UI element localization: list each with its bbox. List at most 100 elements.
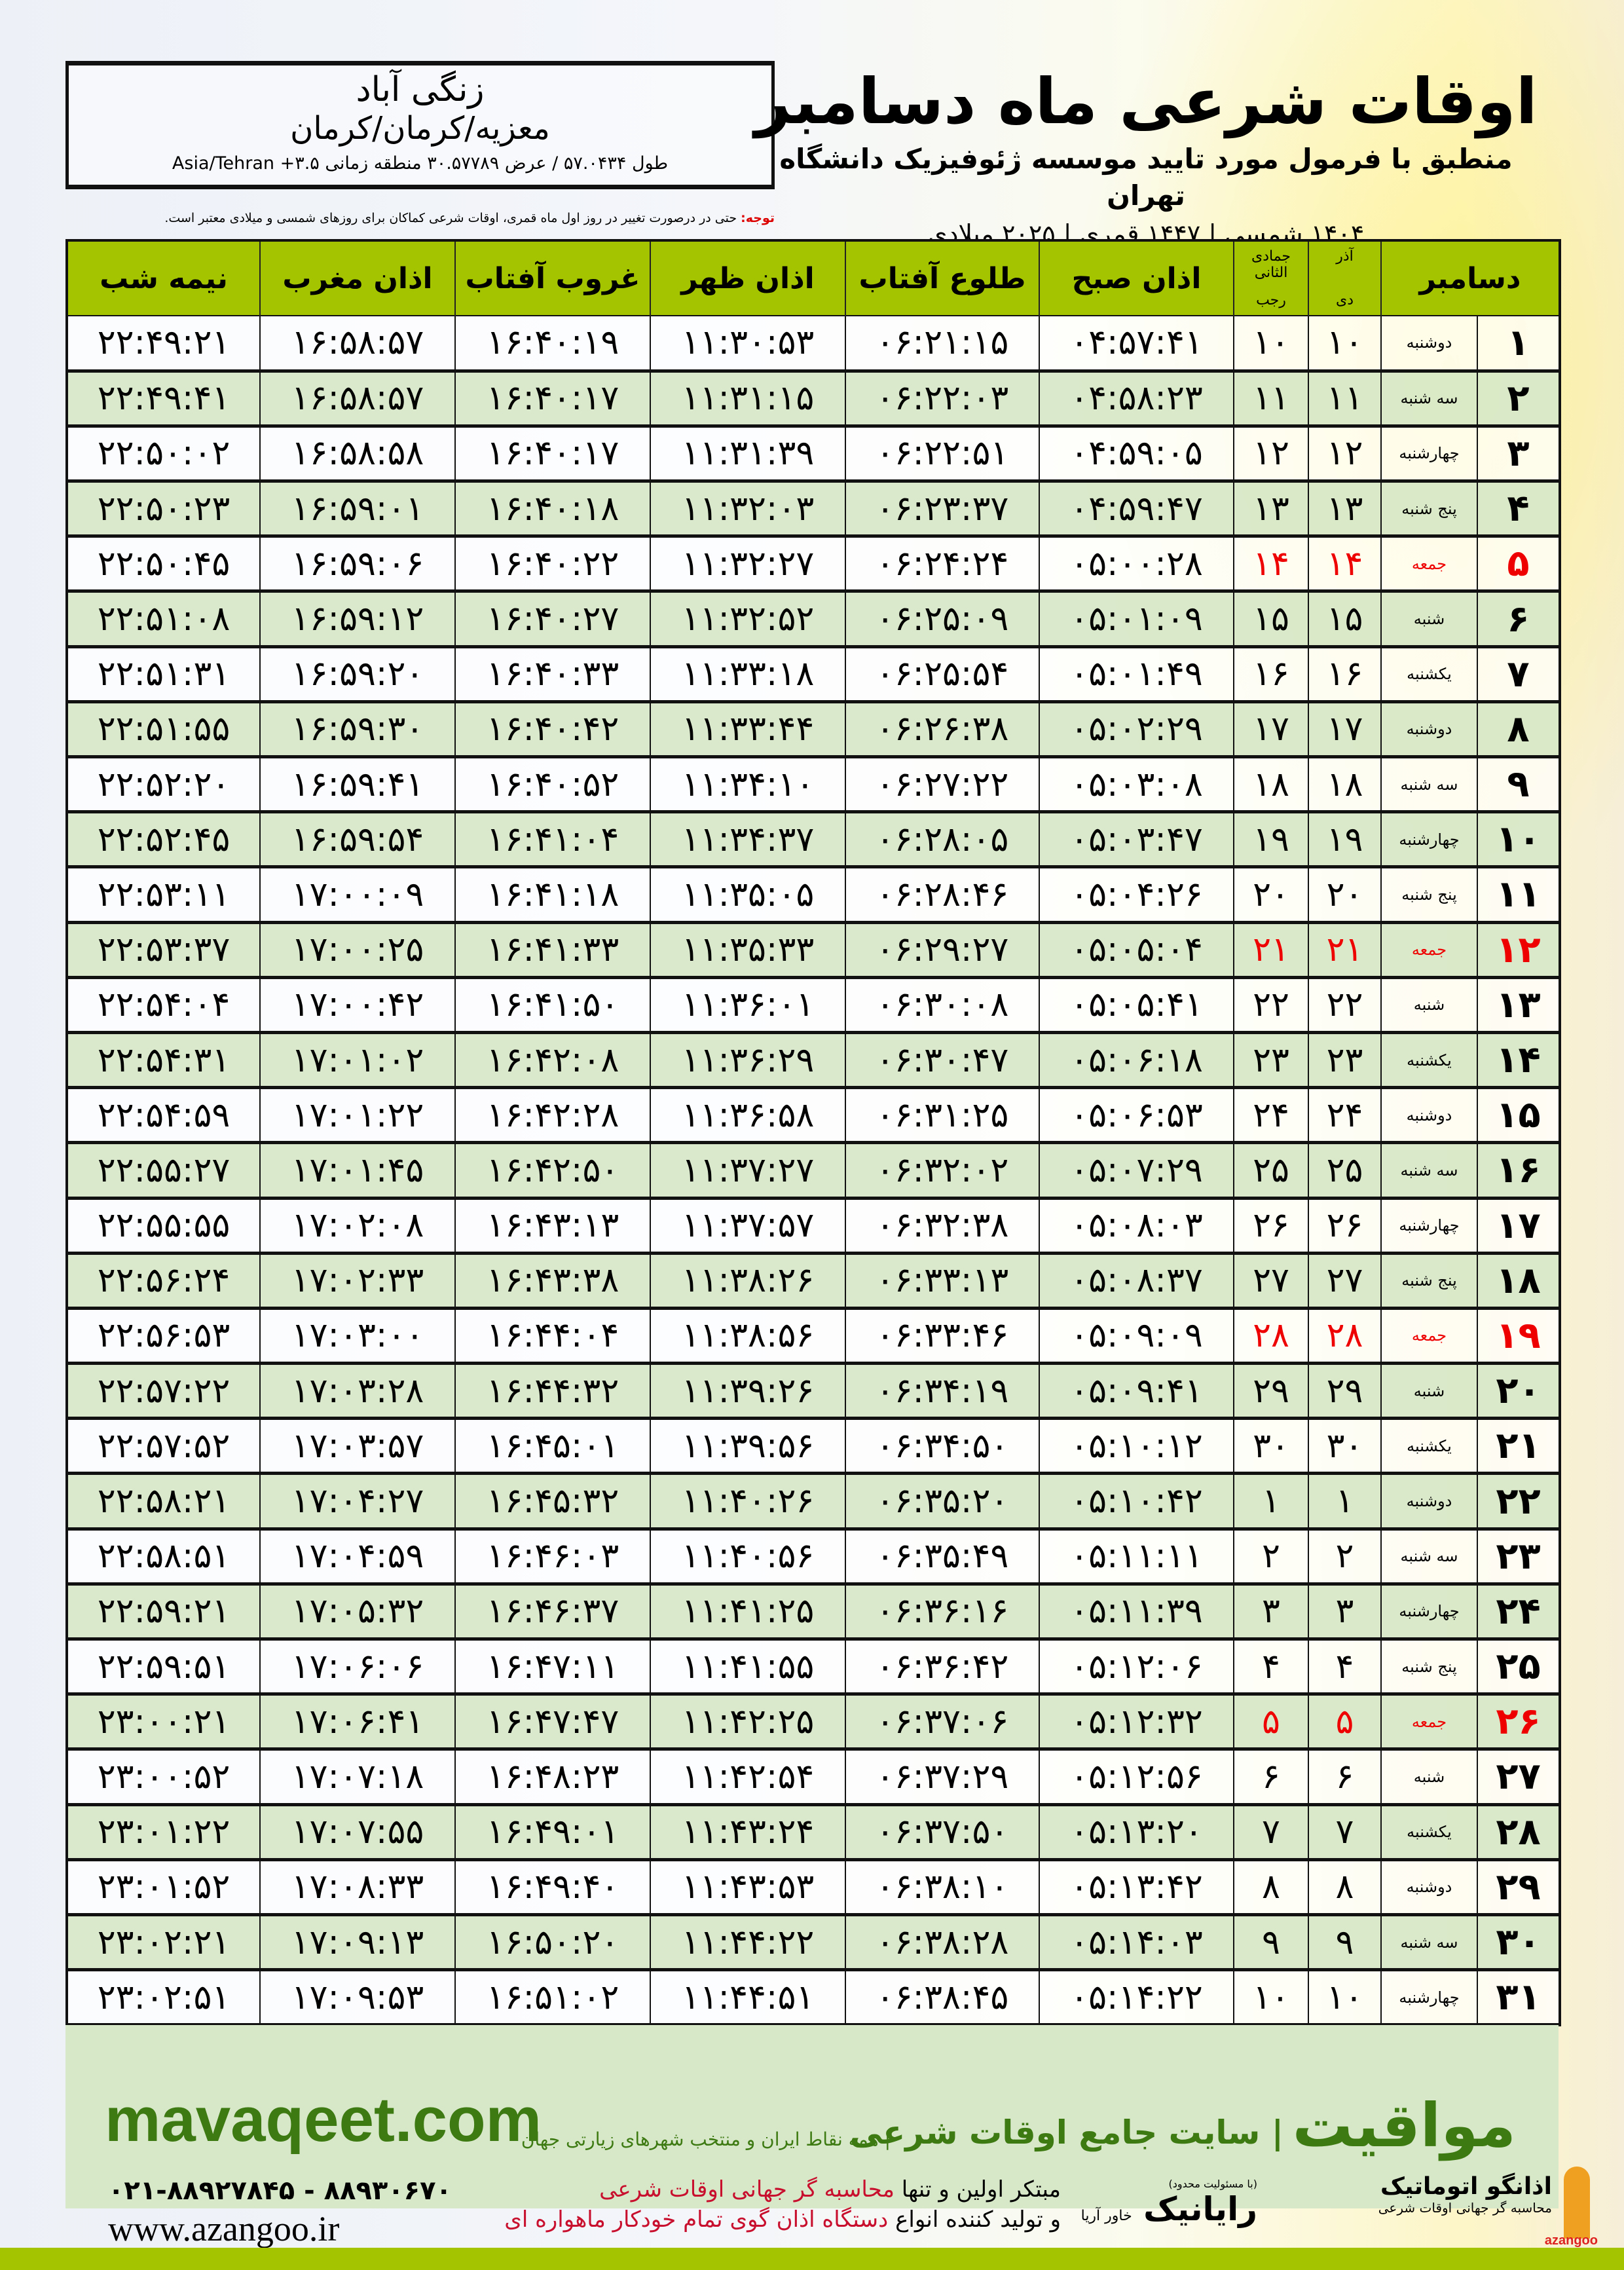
midnight-time: ۲۳:۰۰:۲۱ (66, 1693, 261, 1751)
lunar-day: ۲۷ (1233, 1252, 1309, 1310)
dhuhr-time: ۱۱:۴۳:۵۳ (650, 1859, 846, 1916)
table-row: ۲۲ دوشنبه ۱ ۱ ۰۵:۱۰:۴۲ ۰۶:۳۵:۲۰ ۱۱:۴۰:۲۶ ۱۶:۴۵:… (66, 1472, 1561, 1531)
lunar-day: ۱۳ (1233, 480, 1309, 538)
solar-day: ۱۴ (1308, 535, 1382, 593)
weekday: دوشنبه (1380, 1472, 1479, 1531)
weekday: شنبه (1380, 1362, 1479, 1421)
lunar-day: ۲۱ (1233, 921, 1309, 979)
day-number: ۱ (1477, 314, 1561, 373)
fajr-time: ۰۵:۰۵:۰۴ (1039, 921, 1234, 979)
day-number: ۱۱ (1477, 866, 1561, 924)
sunrise-time: ۰۶:۳۳:۱۳ (845, 1252, 1040, 1310)
solar-day: ۲۹ (1308, 1362, 1382, 1421)
weekday: چهارشنبه (1380, 1969, 1479, 2027)
maghrib-time: ۱۶:۵۹:۰۱ (259, 480, 456, 538)
midnight-time: ۲۲:۵۵:۵۵ (66, 1197, 261, 1255)
fajr-time: ۰۵:۰۶:۵۳ (1039, 1087, 1234, 1145)
sunset-time: ۱۶:۴۲:۵۰ (454, 1142, 651, 1200)
header-solar: آذر دی (1308, 240, 1381, 316)
header-midnight: نیمه شب (66, 240, 260, 316)
banner-slogan: | سایت جامع اوقات شرعی (849, 2113, 1283, 2151)
maghrib-time: ۱۷:۰۱:۴۵ (259, 1142, 456, 1200)
sunrise-time: ۰۶:۳۴:۵۰ (845, 1417, 1040, 1476)
lunar-day: ۱۶ (1233, 646, 1309, 703)
weekday: سه شنبه (1380, 1142, 1479, 1200)
day-number: ۲۷ (1477, 1748, 1561, 1806)
day-number: ۲۱ (1477, 1417, 1561, 1476)
maghrib-time: ۱۷:۰۶:۴۱ (259, 1693, 456, 1751)
day-number: ۶ (1477, 590, 1561, 648)
table-row: ۳ چهارشنبه ۱۲ ۱۲ ۰۴:۵۹:۰۵ ۰۶:۲۲:۵۱ ۱۱:۳۱:۳۹ ۱۶:… (66, 425, 1561, 483)
table-row: ۱۱ پنج شنبه ۲۰ ۲۰ ۰۵:۰۴:۲۶ ۰۶:۲۸:۴۶ ۱۱:۳۵:۰۵ ۱۶… (66, 866, 1561, 924)
header-sunrise: طلوع آفتاب (845, 240, 1039, 316)
maghrib-time: ۱۷:۰۰:۴۲ (259, 977, 456, 1034)
midnight-time: ۲۲:۵۱:۰۸ (66, 590, 261, 648)
table-body: ۱ دوشنبه ۱۰ ۱۰ ۰۴:۵۷:۴۱ ۰۶:۲۱:۱۵ ۱۱:۳۰:۵۳ ۱۶:۴۰… (66, 314, 1561, 2027)
lunar-day: ۱۷ (1233, 701, 1309, 759)
fajr-time: ۰۵:۱۲:۵۶ (1039, 1748, 1234, 1806)
lunar-day: ۲ (1233, 1528, 1309, 1586)
sunrise-time: ۰۶:۲۵:۰۹ (845, 590, 1040, 648)
fajr-time: ۰۵:۱۰:۱۲ (1039, 1417, 1234, 1476)
sunset-time: ۱۶:۴۵:۰۱ (454, 1417, 651, 1476)
lunar-day: ۲۴ (1233, 1087, 1309, 1145)
day-number: ۱۵ (1477, 1087, 1561, 1145)
sunset-time: ۱۶:۴۱:۳۳ (454, 921, 651, 979)
table-row: ۳۱ چهارشنبه ۱۰ ۱۰ ۰۵:۱۴:۲۲ ۰۶:۳۸:۴۵ ۱۱:۴۴:۵۱ ۱۶… (66, 1969, 1561, 2027)
dhuhr-time: ۱۱:۳۹:۲۶ (650, 1362, 846, 1421)
sunset-time: ۱۶:۵۱:۰۲ (454, 1969, 651, 2027)
lunar-day: ۱۰ (1233, 314, 1309, 373)
fajr-time: ۰۴:۵۷:۴۱ (1039, 314, 1234, 373)
fajr-time: ۰۵:۱۴:۰۳ (1039, 1914, 1234, 1972)
header-solar-bottom: دی (1335, 292, 1354, 308)
dhuhr-time: ۱۱:۴۱:۲۵ (650, 1583, 846, 1641)
prayer-times-table: دسامبر آذر دی جمادی الثانی رجب اذان صبح طل… (65, 239, 1562, 2027)
sunrise-time: ۰۶:۳۷:۵۰ (845, 1804, 1040, 1861)
footer-website-link[interactable]: www.azangoo.ir (108, 2209, 340, 2248)
location-box: زنگی آباد معزیه/کرمان/کرمان طول ۵۷.۰۴۳۴ … (65, 61, 775, 189)
lunar-day: ۲۵ (1233, 1142, 1309, 1200)
solar-day: ۲۸ (1308, 1307, 1382, 1366)
dhuhr-time: ۱۱:۳۶:۲۹ (650, 1032, 846, 1090)
day-number: ۱۷ (1477, 1197, 1561, 1255)
solar-day: ۷ (1308, 1804, 1382, 1861)
lunar-day: ۱۰ (1233, 1969, 1309, 2027)
lunar-day: ۱۲ (1233, 425, 1309, 483)
midnight-time: ۲۲:۵۲:۴۵ (66, 811, 261, 869)
maghrib-time: ۱۷:۰۸:۳۳ (259, 1859, 456, 1916)
dhuhr-time: ۱۱:۴۱:۵۵ (650, 1638, 846, 1696)
coordinates: طول ۵۷.۰۴۳۴ / عرض ۳۰.۵۷۷۸۹ منطقه زمانی ۳… (172, 153, 669, 174)
lunar-day: ۳ (1233, 1583, 1309, 1641)
solar-day: ۴ (1308, 1638, 1382, 1696)
weekday: یکشنبه (1380, 1032, 1479, 1090)
weekday: پنج شنبه (1380, 1638, 1479, 1696)
maghrib-time: ۱۶:۵۹:۲۰ (259, 646, 456, 703)
header-month: دسامبر (1380, 240, 1560, 316)
dhuhr-time: ۱۱:۳۰:۵۳ (650, 314, 846, 373)
midnight-time: ۲۲:۵۸:۲۱ (66, 1472, 261, 1531)
midnight-time: ۲۲:۵۱:۳۱ (66, 646, 261, 703)
fajr-time: ۰۵:۱۳:۲۰ (1039, 1804, 1234, 1861)
table-row: ۱۹ جمعه ۲۸ ۲۸ ۰۵:۰۹:۰۹ ۰۶:۳۳:۴۶ ۱۱:۳۸:۵۶ ۱۶:۴۴:… (66, 1307, 1561, 1366)
sunset-time: ۱۶:۴۳:۱۳ (454, 1197, 651, 1255)
weekday: چهارشنبه (1380, 1583, 1479, 1641)
header-sunset: غروب آفتاب (454, 240, 650, 316)
azangoo-tagline: محاسبه گر جهانی اوقات شرعی (1378, 2200, 1552, 2216)
maghrib-time: ۱۷:۰۳:۲۸ (259, 1362, 456, 1421)
solar-day: ۱۷ (1308, 701, 1382, 759)
sunrise-time: ۰۶:۳۷:۰۶ (845, 1693, 1040, 1751)
fajr-time: ۰۵:۱۱:۱۱ (1039, 1528, 1234, 1586)
solar-day: ۱۲ (1308, 425, 1382, 483)
day-number: ۲۵ (1477, 1638, 1561, 1696)
solar-day: ۲۷ (1308, 1252, 1382, 1310)
weekday: پنج شنبه (1380, 1252, 1479, 1310)
sunrise-time: ۰۶:۳۴:۱۹ (845, 1362, 1040, 1421)
dhuhr-time: ۱۱:۳۲:۲۷ (650, 535, 846, 593)
sunrise-time: ۰۶:۳۲:۰۲ (845, 1142, 1040, 1200)
banner-url-link[interactable]: mavaqeet.com (105, 2085, 542, 2155)
midnight-time: ۲۲:۵۰:۰۲ (66, 425, 261, 483)
rayanik-sub: خاور آریا (1080, 2208, 1132, 2224)
maghrib-time: ۱۷:۰۳:۰۰ (259, 1307, 456, 1366)
table-row: ۲۵ پنج شنبه ۴ ۴ ۰۵:۱۲:۰۶ ۰۶:۳۶:۴۲ ۱۱:۴۱:۵۵ ۱۶:۴… (66, 1638, 1561, 1696)
footer-line2-b: دستگاه اذان گوی تمام خودکار ماهواره ای (504, 2206, 889, 2233)
